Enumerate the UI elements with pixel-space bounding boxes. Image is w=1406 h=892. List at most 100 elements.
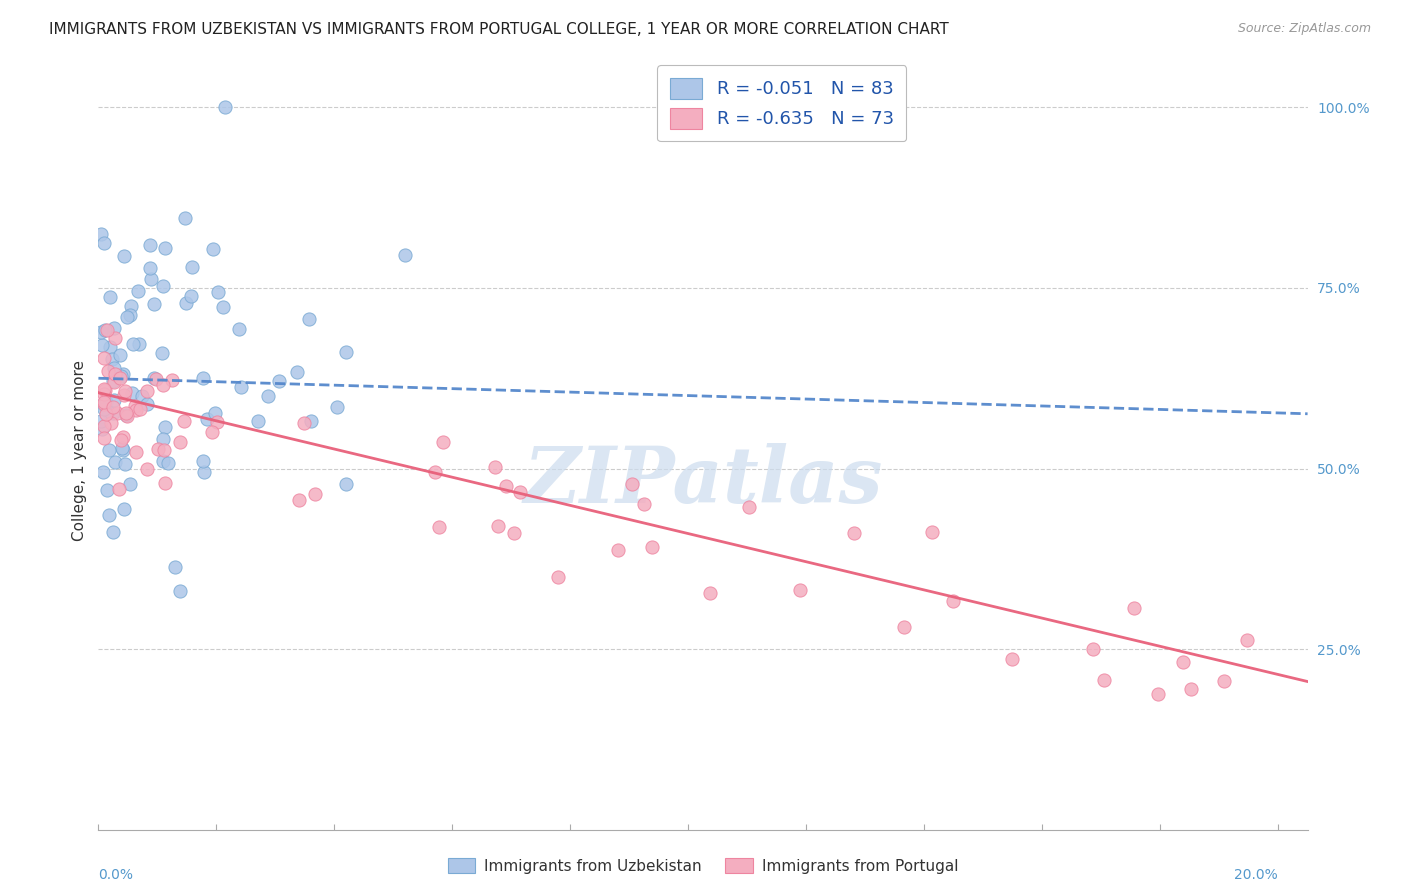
Point [90, 422, 112, 436]
Point [108, 482, 131, 496]
Point [115, 409, 138, 423]
Point [97, 405, 120, 419]
Point [103, 400, 125, 414]
Point [214, 100, 236, 114]
Point [205, 415, 228, 429]
Point [620, 476, 643, 491]
Point [101, 525, 124, 540]
Point [152, 432, 174, 446]
Point [104, 367, 127, 381]
Point [169, 584, 191, 599]
Point [90, 227, 112, 242]
Point [326, 401, 349, 415]
Text: IMMIGRANTS FROM UZBEKISTAN VS IMMIGRANTS FROM PORTUGAL COLLEGE, 1 YEAR OR MORE C: IMMIGRANTS FROM UZBEKISTAN VS IMMIGRANTS… [49, 22, 949, 37]
Point [287, 492, 309, 507]
Point [98, 508, 121, 523]
Point [425, 466, 447, 480]
Point [93, 395, 115, 409]
Point [114, 457, 136, 471]
Point [103, 321, 125, 335]
Point [165, 560, 187, 574]
Point [180, 260, 202, 275]
Point [432, 435, 454, 450]
Point [547, 570, 569, 584]
Point [335, 345, 357, 359]
Y-axis label: College, 1 year or more: College, 1 year or more [72, 360, 87, 541]
Point [160, 373, 183, 387]
Point [191, 370, 214, 384]
Point [150, 346, 173, 360]
Point [1212, 673, 1234, 688]
Point [125, 445, 148, 459]
Point [122, 337, 145, 351]
Point [143, 371, 166, 385]
Point [115, 310, 138, 325]
Point [94, 323, 117, 337]
Point [112, 388, 135, 402]
Point [1081, 641, 1104, 656]
Point [138, 260, 160, 275]
Point [100, 340, 122, 354]
Point [101, 406, 124, 420]
Point [267, 374, 290, 388]
Point [201, 425, 224, 440]
Point [486, 518, 509, 533]
Point [103, 361, 125, 376]
Text: 0.0%: 0.0% [98, 869, 134, 882]
Point [633, 497, 655, 511]
Point [110, 369, 132, 384]
Point [105, 406, 128, 420]
Point [94, 383, 117, 397]
Point [101, 374, 124, 388]
Point [94, 395, 117, 409]
Point [108, 370, 131, 384]
Point [1147, 688, 1170, 702]
Point [844, 525, 866, 540]
Point [108, 348, 131, 362]
Point [100, 416, 122, 430]
Point [115, 406, 138, 420]
Point [503, 526, 526, 541]
Point [139, 237, 162, 252]
Point [120, 299, 142, 313]
Point [789, 583, 811, 598]
Point [298, 312, 321, 326]
Point [93, 418, 115, 433]
Point [152, 454, 174, 468]
Point [91, 465, 114, 479]
Point [110, 433, 132, 447]
Point [509, 485, 531, 500]
Point [136, 384, 159, 398]
Point [304, 487, 326, 501]
Point [202, 242, 225, 256]
Point [1180, 681, 1202, 696]
Point [103, 375, 125, 389]
Point [90, 338, 112, 352]
Point [212, 300, 235, 314]
Point [142, 297, 165, 311]
Point [118, 476, 141, 491]
Point [191, 454, 214, 468]
Point [93, 383, 115, 397]
Point [135, 396, 157, 410]
Point [153, 241, 176, 255]
Point [129, 402, 152, 417]
Point [115, 409, 138, 424]
Point [103, 392, 125, 407]
Point [96, 407, 118, 421]
Point [131, 389, 153, 403]
Point [174, 211, 197, 225]
Point [921, 524, 943, 539]
Point [93, 431, 115, 445]
Point [204, 407, 226, 421]
Point [90, 325, 112, 339]
Text: 20.0%: 20.0% [1234, 869, 1278, 882]
Point [146, 442, 169, 457]
Point [124, 403, 146, 417]
Point [152, 377, 174, 392]
Point [427, 520, 450, 534]
Point [173, 414, 195, 428]
Point [90, 414, 112, 428]
Point [111, 430, 134, 444]
Point [124, 399, 146, 413]
